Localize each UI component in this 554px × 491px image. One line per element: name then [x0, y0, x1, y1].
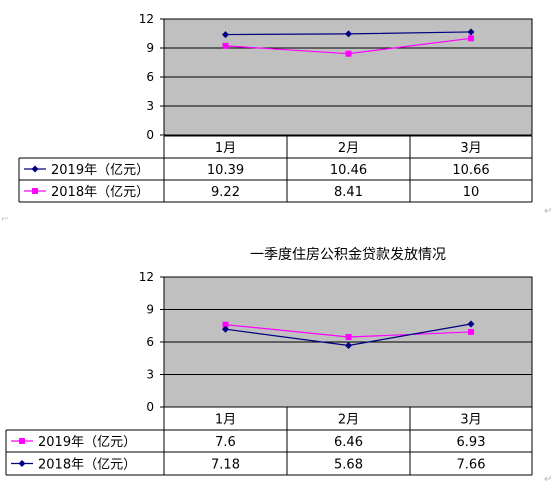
data-point [345, 50, 352, 57]
data-point [468, 35, 474, 42]
data-label: 10.66 [452, 163, 489, 178]
legend-key-marker [19, 438, 25, 444]
paragraph-mark: ↵ [544, 206, 552, 217]
series-name: 2018年（亿元） [38, 458, 136, 473]
data-point [468, 328, 474, 335]
series-name: 2019年（亿元） [38, 435, 136, 450]
data-point [222, 42, 229, 49]
data-label: 5.68 [334, 458, 363, 473]
data-point [467, 28, 475, 36]
y-tick-label: 3 [146, 368, 154, 382]
data-label: 10.46 [330, 163, 367, 178]
data-point [345, 334, 352, 340]
series-name: 2018年（亿元） [51, 185, 149, 200]
data-label: 9.22 [211, 185, 240, 200]
data-label: 10.39 [207, 163, 244, 178]
data-point [222, 321, 229, 328]
data-label: 7.6 [215, 435, 236, 450]
section-mark: ⌐ [1, 214, 9, 225]
y-tick-label: 12 [139, 270, 154, 284]
data-point [222, 31, 229, 39]
y-tick-label: 9 [146, 303, 154, 317]
chart-1: 0 3 6 9 12 1月 2月 3月 2019年（亿元） 10.39 10.46 10.66 2018… [18, 12, 533, 203]
y-tick-label: 6 [146, 70, 154, 84]
data-point [222, 325, 229, 333]
y-tick-label: 9 [146, 41, 154, 55]
data-label: 6.93 [457, 435, 486, 450]
data-label: 10 [463, 185, 480, 200]
data-point [345, 30, 352, 38]
data-point [345, 341, 352, 349]
legend-key-marker [32, 188, 38, 194]
paragraph-mark: ↵ [544, 474, 552, 485]
chart-title: 一季度住房公积金贷款发放情况 [250, 247, 446, 263]
data-label: 8.41 [334, 185, 363, 200]
y-tick-label: 6 [146, 335, 154, 349]
chart-2: 一季度住房公积金贷款发放情况 0 3 6 9 12 1月 2月 3月 2019年（亿元） 7.6 6.… [5, 247, 533, 476]
y-tick-label: 0 [146, 400, 154, 414]
category-label: 1月 [215, 141, 236, 156]
category-label: 1月 [215, 413, 236, 428]
data-point [467, 320, 475, 328]
legend-key-marker [18, 460, 26, 467]
y-tick-label: 3 [146, 99, 154, 113]
legend-key-marker [31, 165, 39, 173]
data-label: 6.46 [334, 435, 363, 450]
y-tick-label: 0 [146, 128, 154, 142]
category-label: 2月 [338, 413, 359, 428]
y-tick-label: 12 [139, 12, 154, 26]
data-label: 7.18 [211, 458, 240, 473]
category-label: 2月 [338, 141, 359, 156]
data-label: 7.66 [457, 458, 486, 473]
category-label: 3月 [460, 141, 481, 156]
category-label: 3月 [460, 413, 481, 428]
series-name: 2019年（亿元） [51, 163, 149, 178]
